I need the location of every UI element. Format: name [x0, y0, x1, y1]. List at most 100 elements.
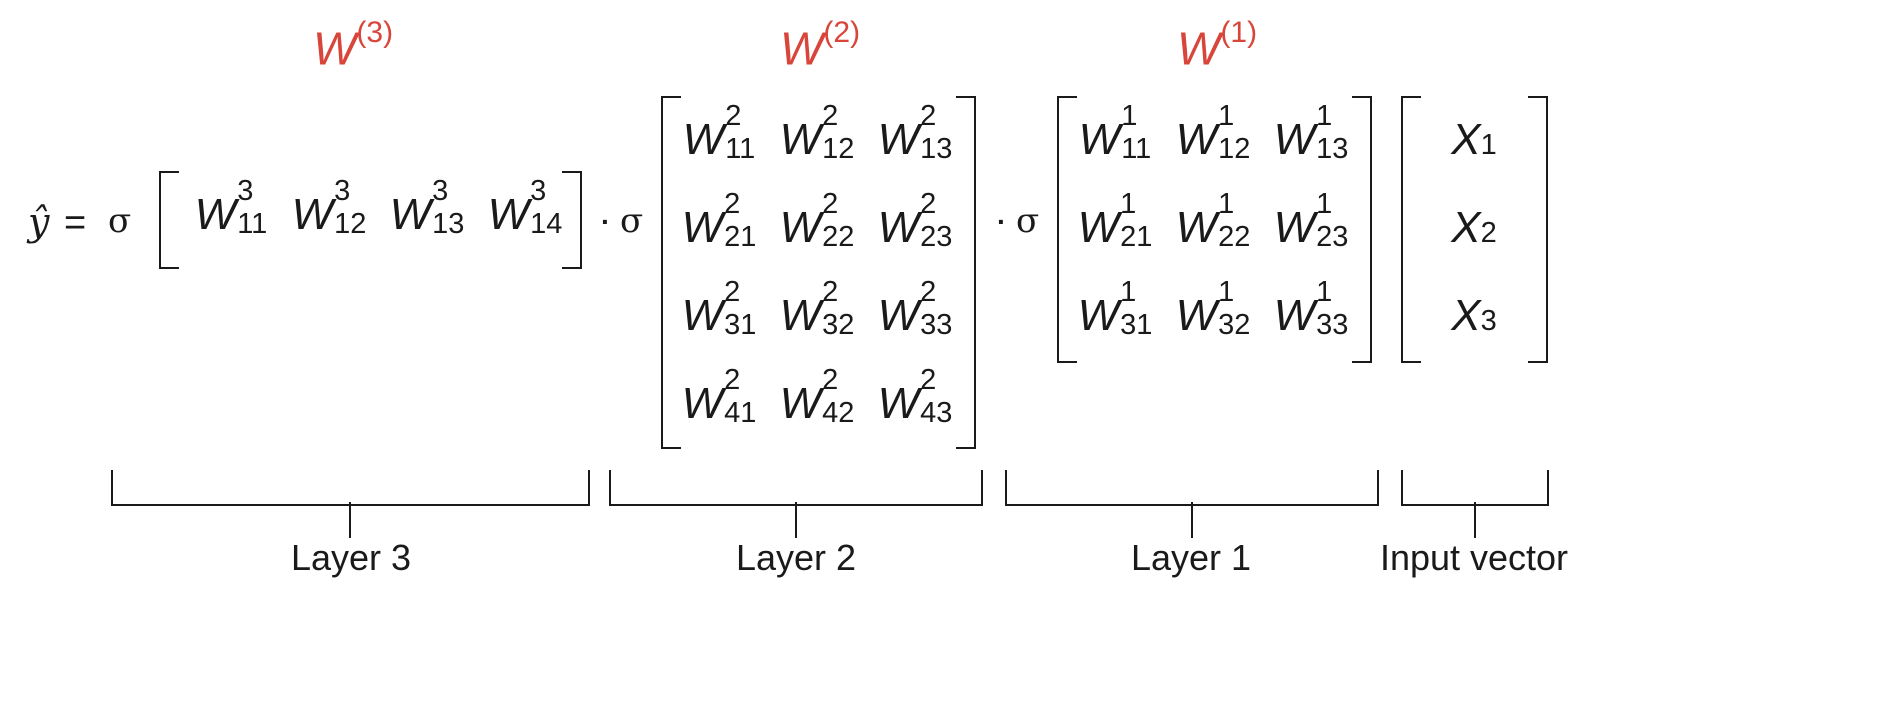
matrix-entry: W 2 32: [768, 272, 866, 360]
matrix-entry-superscript: 3: [334, 175, 351, 207]
input-entry-subscript: 2: [1480, 217, 1497, 249]
matrix-entry-scripts: 1 12: [1218, 96, 1250, 164]
right-bracket-input: [1528, 96, 1548, 363]
layer3-label: Layer 3: [290, 537, 412, 578]
matrix-entry-superscript: 2: [822, 100, 839, 132]
input-entry-subscript: 3: [1480, 305, 1497, 337]
matrix-entry-base: W: [1175, 203, 1218, 252]
matrix-entry-subscript: 12: [334, 208, 367, 240]
sigma-layer1: σ: [1016, 201, 1040, 241]
matrix-entry-superscript: 1: [1218, 276, 1235, 308]
matrix-entry: W 2 41: [670, 360, 768, 448]
weight-label-base: W: [1177, 22, 1221, 75]
matrix-entry-superscript: 1: [1316, 100, 1333, 132]
left-bracket-input: [1401, 96, 1421, 363]
weight-label-sup: (1): [1220, 16, 1258, 49]
matrix-entry-superscript: 2: [724, 188, 741, 220]
matrix-entry-subscript: 42: [822, 397, 855, 429]
matrix-entry-subscript: 31: [724, 309, 757, 341]
matrix-entry: W 2 12: [768, 96, 866, 184]
matrix-entry-superscript: 3: [530, 175, 547, 207]
layer2-label: Layer 2: [735, 537, 857, 578]
matrix-entry-superscript: 1: [1316, 188, 1333, 220]
matrix-entry-base: W: [877, 291, 920, 340]
matrix-entry-base: W: [389, 190, 432, 239]
sigma-layer3: σ: [108, 201, 132, 241]
matrix-entry-scripts: 1 32: [1218, 272, 1250, 340]
matrix-entry-base: W: [1077, 203, 1120, 252]
input-entry-subscript: 1: [1480, 129, 1497, 161]
matrix-entry-superscript: 3: [237, 175, 254, 207]
underbrace-tick-layer1: [1191, 502, 1193, 538]
matrix-entry-superscript: 2: [822, 364, 839, 396]
underbrace-input: [1401, 470, 1549, 506]
equals-sign: =: [64, 202, 87, 244]
matrix-entry: W 2 31: [670, 272, 768, 360]
matrix-entry-base: W: [681, 379, 724, 428]
matrix-entry-subscript: 21: [724, 221, 757, 253]
matrix-entry-scripts: 3 11: [237, 171, 267, 239]
matrix-entry-base: W: [1175, 291, 1218, 340]
matrix-entry: W 2 23: [866, 184, 964, 272]
matrix-entry-scripts: 2 22: [822, 184, 854, 252]
underbrace-tick-layer3: [349, 502, 351, 538]
matrix-entry-superscript: 1: [1316, 276, 1333, 308]
matrix-entry: W 1 11: [1066, 96, 1164, 184]
matrix-entry: W 2 42: [768, 360, 866, 448]
matrix-entry: W 2 13: [866, 96, 964, 184]
matrix-entry-scripts: 2 32: [822, 272, 854, 340]
matrix-entry-base: W: [877, 379, 920, 428]
matrix-entry-superscript: 2: [920, 188, 937, 220]
matrix-entry-scripts: 2 31: [724, 272, 756, 340]
right-bracket-layer3: [562, 171, 582, 269]
matrix-entry-subscript: 13: [432, 208, 465, 240]
matrix-entry: W 3 14: [476, 171, 574, 269]
matrix-entry-subscript: 12: [1218, 133, 1251, 165]
matrix-entry: W 3 11: [182, 171, 280, 269]
matrix-entry-base: W: [877, 115, 920, 164]
matrix-entry-scripts: 1 33: [1316, 272, 1348, 340]
matrix-entry: W 1 12: [1164, 96, 1262, 184]
matrix-entry-base: W: [1273, 115, 1316, 164]
matrix-entry-subscript: 22: [1218, 221, 1251, 253]
matrix-entry-scripts: 3 12: [334, 171, 366, 239]
matrix-entry: W 1 31: [1066, 272, 1164, 360]
matrix-entry-superscript: 3: [432, 175, 449, 207]
matrix-entry-superscript: 2: [822, 188, 839, 220]
layer2-weight-matrix: W 2 11 W 2 12 W 2 13 W 2 21 W 2 22 W 2 23 W 2 31 W 2 32 W 2 33 W 2 41…: [670, 96, 964, 449]
matrix-entry-superscript: 2: [920, 100, 937, 132]
matrix-entry-scripts: 1 13: [1316, 96, 1348, 164]
matrix-entry-subscript: 32: [822, 309, 855, 341]
right-bracket-layer2: [956, 96, 976, 449]
matrix-entry-superscript: 1: [1218, 188, 1235, 220]
weight-label-w2: W(2): [780, 18, 860, 72]
matrix-entry-scripts: 1 21: [1120, 184, 1152, 252]
matrix-entry-base: W: [291, 190, 334, 239]
matrix-entry: W 1 33: [1262, 272, 1360, 360]
layer1-weight-matrix: W 1 11 W 1 12 W 1 13 W 1 21 W 1 22 W 1 23 W 1 31 W 1 32 W 1 33: [1066, 96, 1360, 363]
weight-label-w3: W(3): [313, 18, 393, 72]
matrix-entry-subscript: 23: [920, 221, 953, 253]
left-bracket-layer1: [1057, 96, 1077, 363]
matrix-entry-base: W: [877, 203, 920, 252]
matrix-entry-subscript: 33: [1316, 309, 1349, 341]
matrix-entry: W 3 12: [280, 171, 378, 269]
matrix-entry-subscript: 11: [237, 208, 268, 240]
matrix-entry-subscript: 33: [920, 309, 953, 341]
matrix-entry-scripts: 1 31: [1120, 272, 1152, 340]
matrix-entry-superscript: 1: [1121, 100, 1138, 132]
matrix-entry-superscript: 2: [822, 276, 839, 308]
matrix-entry-scripts: 2 41: [724, 360, 756, 428]
matrix-entry-base: W: [779, 115, 822, 164]
matrix-entry-base: W: [194, 190, 237, 239]
matrix-entry: W 2 43: [866, 360, 964, 448]
matrix-entry-base: W: [779, 379, 822, 428]
underbrace-layer2: [609, 470, 983, 506]
matrix-entry: W 1 32: [1164, 272, 1262, 360]
matrix-entry-scripts: 2 23: [920, 184, 952, 252]
matrix-entry-superscript: 1: [1218, 100, 1235, 132]
input-entry-base: X: [1451, 203, 1481, 252]
